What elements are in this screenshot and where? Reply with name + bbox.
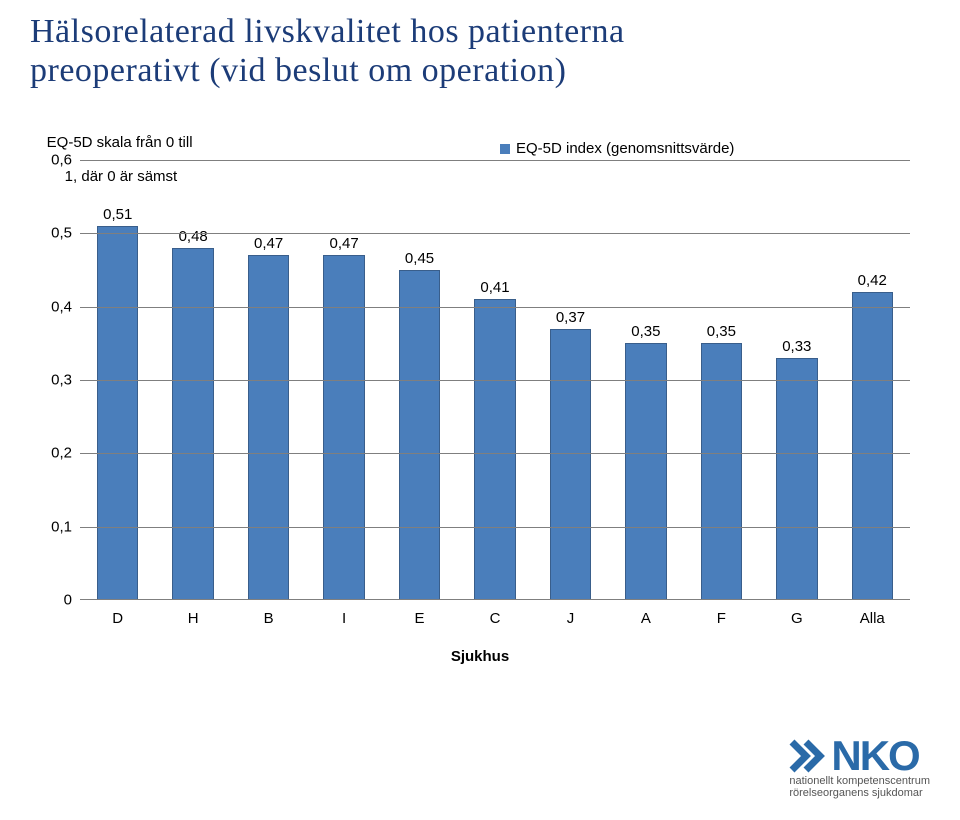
x-axis-baseline: [80, 599, 910, 600]
x-tick-label: G: [791, 610, 803, 627]
legend-swatch: [500, 144, 510, 154]
bar: 0,42: [852, 292, 893, 600]
x-tick-label: A: [641, 610, 651, 627]
x-tick-label: E: [415, 610, 425, 627]
gridline: [80, 233, 910, 234]
bar: 0,35: [625, 343, 666, 600]
plot-area: 0,51D0,48H0,47B0,47I0,45E0,41C0,37J0,35A…: [80, 160, 910, 600]
logo-sub-line-1: nationellt kompetenscentrum: [789, 775, 930, 788]
bar-value-label: 0,35: [707, 323, 736, 340]
bar: 0,37: [550, 329, 591, 600]
gridline: [80, 307, 910, 308]
bar-value-label: 0,37: [556, 309, 585, 326]
x-tick-label: H: [188, 610, 199, 627]
y-tick-label: 0,2: [51, 445, 72, 462]
title-line-2: preoperativt (vid beslut om operation): [30, 52, 566, 89]
gridline: [80, 380, 910, 381]
page-title: Hälsorelaterad livskvalitet hos patiente…: [30, 12, 930, 90]
x-tick-label: F: [717, 610, 726, 627]
bar-value-label: 0,33: [782, 338, 811, 355]
y-tick-label: 0,6: [51, 152, 72, 169]
gridline: [80, 527, 910, 528]
bar-value-label: 0,51: [103, 206, 132, 223]
gridline: [80, 453, 910, 454]
bar-value-label: 0,48: [179, 228, 208, 245]
bar-value-label: 0,47: [254, 235, 283, 252]
bar-chart: 0,51D0,48H0,47B0,47I0,45E0,41C0,37J0,35A…: [80, 160, 910, 600]
gridline: [80, 160, 910, 161]
legend-label: EQ-5D index (genomsnittsvärde): [516, 140, 734, 157]
bar-value-label: 0,45: [405, 250, 434, 267]
x-tick-label: C: [490, 610, 501, 627]
x-tick-label: D: [112, 610, 123, 627]
x-axis-title: Sjukhus: [451, 648, 509, 665]
y-tick-label: 0: [64, 592, 72, 609]
nko-logo: NKO nationellt kompetenscentrum rörelseo…: [789, 739, 930, 800]
title-line-1: Hälsorelaterad livskvalitet hos patiente…: [30, 13, 625, 50]
bar-value-label: 0,41: [480, 279, 509, 296]
bar: 0,33: [776, 358, 817, 600]
bar: 0,45: [399, 270, 440, 600]
bar: 0,51: [97, 226, 138, 600]
logo-text: NKO: [831, 739, 918, 773]
bar: 0,48: [172, 248, 213, 600]
logo-subtitle: nationellt kompetenscentrum rörelseorgan…: [789, 775, 930, 800]
bar-value-label: 0,35: [631, 323, 660, 340]
logo-sub-line-2: rörelseorganens sjukdomar: [789, 787, 930, 800]
page: Hälsorelaterad livskvalitet hos patiente…: [0, 0, 960, 820]
y-tick-label: 0,3: [51, 372, 72, 389]
x-tick-label: Alla: [860, 610, 885, 627]
y-tick-label: 0,1: [51, 518, 72, 535]
logo-main: NKO: [789, 739, 930, 773]
y-axis-note-line-1: EQ-5D skala från 0 till: [47, 134, 193, 151]
x-tick-label: B: [264, 610, 274, 627]
y-tick-label: 0,4: [51, 298, 72, 315]
y-tick-label: 0,5: [51, 225, 72, 242]
legend: EQ-5D index (genomsnittsvärde): [500, 140, 734, 157]
bar: 0,35: [701, 343, 742, 600]
x-tick-label: J: [567, 610, 575, 627]
bar-value-label: 0,47: [329, 235, 358, 252]
x-tick-label: I: [342, 610, 346, 627]
bar: 0,41: [474, 299, 515, 600]
bar-value-label: 0,42: [858, 272, 887, 289]
chevron-icon: [789, 739, 825, 773]
